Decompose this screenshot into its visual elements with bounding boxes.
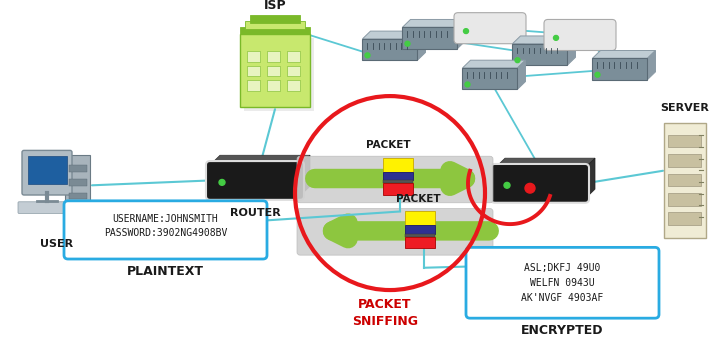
FancyBboxPatch shape [405, 211, 435, 225]
Circle shape [595, 72, 600, 77]
FancyBboxPatch shape [297, 156, 493, 203]
FancyBboxPatch shape [206, 161, 304, 200]
Polygon shape [463, 60, 526, 68]
Circle shape [553, 36, 558, 40]
Polygon shape [585, 158, 595, 199]
Circle shape [525, 183, 535, 193]
FancyBboxPatch shape [250, 15, 300, 23]
Text: PACKET: PACKET [365, 140, 410, 150]
Text: PACKET
SNIFFING: PACKET SNIFFING [352, 298, 418, 328]
FancyBboxPatch shape [405, 225, 435, 234]
Text: SERVER: SERVER [660, 103, 710, 112]
FancyBboxPatch shape [288, 80, 300, 91]
FancyBboxPatch shape [383, 183, 413, 195]
FancyBboxPatch shape [463, 68, 518, 89]
FancyBboxPatch shape [362, 39, 418, 60]
FancyBboxPatch shape [68, 179, 86, 186]
Text: PLAINTEXT: PLAINTEXT [127, 265, 204, 278]
FancyBboxPatch shape [245, 21, 305, 29]
FancyBboxPatch shape [244, 38, 314, 111]
FancyBboxPatch shape [668, 154, 702, 167]
Circle shape [405, 41, 410, 46]
FancyBboxPatch shape [664, 123, 706, 238]
FancyBboxPatch shape [668, 193, 702, 206]
FancyBboxPatch shape [240, 27, 310, 35]
FancyBboxPatch shape [383, 172, 413, 180]
Polygon shape [568, 36, 576, 65]
FancyBboxPatch shape [405, 236, 435, 248]
Polygon shape [300, 155, 310, 196]
FancyBboxPatch shape [402, 27, 457, 48]
Polygon shape [495, 158, 595, 168]
FancyBboxPatch shape [268, 51, 281, 62]
Polygon shape [457, 20, 465, 48]
Polygon shape [402, 20, 465, 27]
Polygon shape [647, 51, 655, 80]
FancyBboxPatch shape [65, 155, 90, 227]
FancyBboxPatch shape [491, 164, 589, 203]
Circle shape [504, 182, 510, 188]
FancyBboxPatch shape [297, 209, 493, 255]
FancyBboxPatch shape [466, 247, 659, 318]
FancyBboxPatch shape [513, 44, 568, 65]
FancyBboxPatch shape [18, 202, 76, 214]
FancyBboxPatch shape [592, 58, 647, 80]
FancyBboxPatch shape [28, 156, 67, 184]
Text: ROUTER: ROUTER [230, 208, 281, 218]
FancyBboxPatch shape [240, 35, 310, 107]
FancyBboxPatch shape [247, 51, 260, 62]
FancyBboxPatch shape [288, 51, 300, 62]
FancyBboxPatch shape [22, 150, 72, 195]
Polygon shape [518, 60, 526, 89]
Polygon shape [513, 36, 576, 44]
Circle shape [463, 29, 468, 33]
FancyBboxPatch shape [268, 80, 281, 91]
Text: ISP: ISP [264, 0, 286, 12]
Text: PACKET: PACKET [396, 194, 440, 204]
FancyBboxPatch shape [383, 180, 413, 183]
Text: USERNAME:JOHNSMITH
PASSWORD:3902NG4908BV: USERNAME:JOHNSMITH PASSWORD:3902NG4908BV [104, 214, 227, 239]
FancyBboxPatch shape [268, 66, 281, 76]
FancyBboxPatch shape [288, 66, 300, 76]
Text: USER: USER [41, 239, 73, 248]
FancyBboxPatch shape [544, 20, 616, 51]
FancyBboxPatch shape [668, 174, 702, 186]
Polygon shape [418, 31, 426, 60]
Circle shape [515, 58, 520, 63]
FancyBboxPatch shape [383, 158, 413, 172]
Circle shape [465, 82, 470, 87]
Polygon shape [210, 155, 310, 165]
FancyBboxPatch shape [247, 80, 260, 91]
Text: ENCRYPTED: ENCRYPTED [521, 324, 604, 337]
FancyBboxPatch shape [668, 213, 702, 225]
FancyBboxPatch shape [668, 135, 702, 147]
FancyBboxPatch shape [64, 201, 267, 259]
FancyBboxPatch shape [454, 13, 526, 44]
Polygon shape [362, 31, 426, 39]
Circle shape [219, 179, 225, 185]
Circle shape [365, 53, 370, 58]
FancyBboxPatch shape [247, 66, 260, 76]
Polygon shape [592, 51, 655, 58]
FancyBboxPatch shape [405, 234, 435, 236]
Text: ASL;DKFJ 49U0
WELFN 0943U
AK'NVGF 4903AF: ASL;DKFJ 49U0 WELFN 0943U AK'NVGF 4903AF [521, 263, 604, 303]
FancyBboxPatch shape [68, 193, 86, 199]
FancyBboxPatch shape [68, 166, 86, 172]
